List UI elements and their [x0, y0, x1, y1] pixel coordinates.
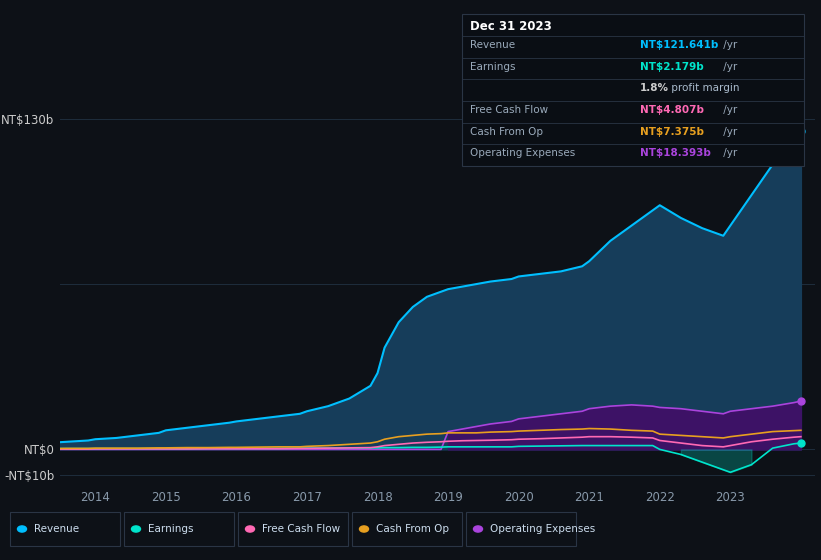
Text: /yr: /yr [720, 127, 737, 137]
Text: Earnings: Earnings [148, 524, 194, 534]
Text: NT$4.807b: NT$4.807b [640, 105, 704, 115]
Text: NT$2.179b: NT$2.179b [640, 62, 704, 72]
Text: /yr: /yr [720, 148, 737, 158]
Text: /yr: /yr [720, 62, 737, 72]
Text: Earnings: Earnings [470, 62, 516, 72]
Text: Revenue: Revenue [470, 40, 515, 50]
Text: /yr: /yr [720, 105, 737, 115]
Text: profit margin: profit margin [668, 83, 740, 94]
Text: Operating Expenses: Operating Expenses [470, 148, 576, 158]
Text: Cash From Op: Cash From Op [376, 524, 449, 534]
Text: NT$121.641b: NT$121.641b [640, 40, 718, 50]
Text: Cash From Op: Cash From Op [470, 127, 543, 137]
Text: NT$7.375b: NT$7.375b [640, 127, 704, 137]
Text: Free Cash Flow: Free Cash Flow [470, 105, 548, 115]
Text: NT$18.393b: NT$18.393b [640, 148, 711, 158]
Text: Free Cash Flow: Free Cash Flow [262, 524, 340, 534]
Text: Dec 31 2023: Dec 31 2023 [470, 20, 552, 33]
Text: Revenue: Revenue [34, 524, 79, 534]
Text: 1.8%: 1.8% [640, 83, 669, 94]
Text: Operating Expenses: Operating Expenses [490, 524, 595, 534]
Text: /yr: /yr [720, 40, 737, 50]
